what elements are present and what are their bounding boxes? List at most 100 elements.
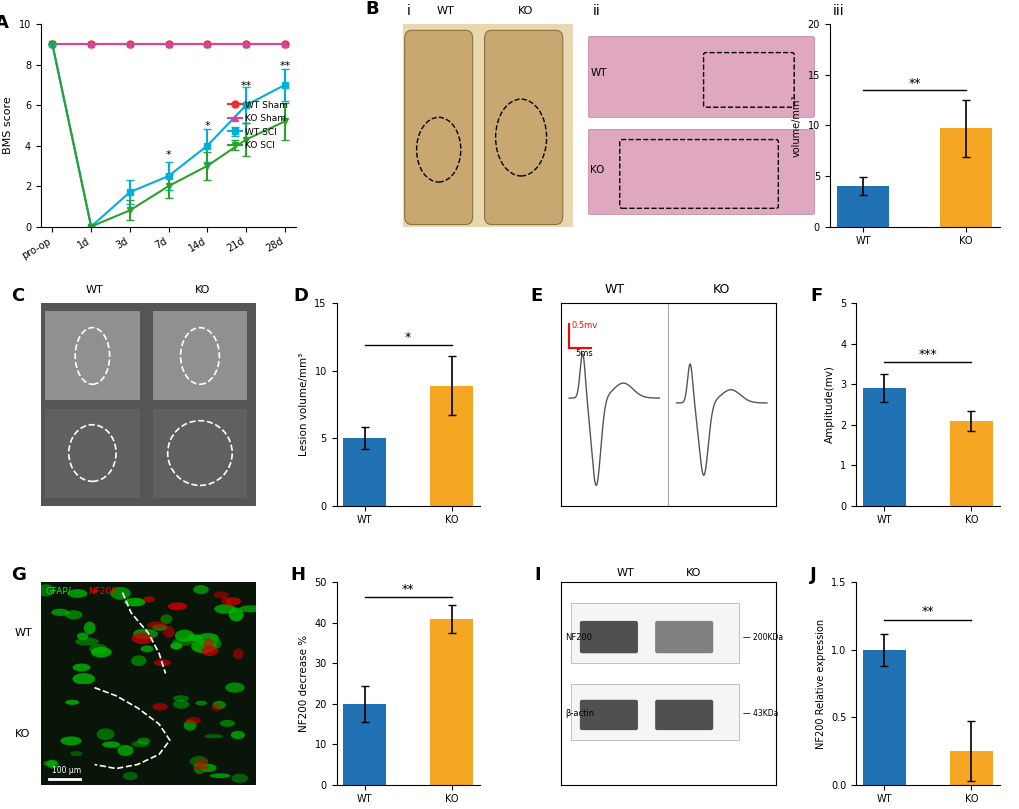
Ellipse shape: [191, 640, 216, 653]
FancyBboxPatch shape: [153, 311, 247, 400]
Ellipse shape: [60, 736, 82, 745]
Ellipse shape: [102, 741, 120, 748]
Ellipse shape: [185, 717, 201, 724]
Text: D: D: [293, 287, 308, 305]
KO Sham: [46, 40, 58, 49]
Ellipse shape: [160, 614, 172, 624]
Ellipse shape: [163, 626, 174, 637]
KO Sham: [162, 40, 174, 49]
Ellipse shape: [194, 765, 209, 770]
Ellipse shape: [195, 701, 207, 705]
Ellipse shape: [212, 701, 225, 709]
Ellipse shape: [211, 704, 222, 711]
Ellipse shape: [183, 720, 197, 731]
Text: *: *: [166, 150, 171, 160]
Bar: [949, 421, 993, 506]
Text: **: **: [240, 81, 252, 91]
Y-axis label: Lesion volume/mm³: Lesion volume/mm³: [299, 353, 309, 456]
Ellipse shape: [91, 647, 111, 658]
WT Sham: [278, 40, 290, 49]
Ellipse shape: [193, 585, 209, 594]
Ellipse shape: [137, 738, 150, 744]
Ellipse shape: [124, 598, 146, 607]
Ellipse shape: [172, 638, 195, 646]
Bar: [429, 619, 473, 785]
Text: — 200KDa: — 200KDa: [743, 633, 783, 642]
Text: KO: KO: [15, 729, 31, 739]
Y-axis label: Amplitude(mv): Amplitude(mv): [824, 366, 834, 443]
Ellipse shape: [132, 629, 158, 639]
KO Sham: [239, 40, 252, 49]
Ellipse shape: [213, 591, 228, 599]
Ellipse shape: [72, 673, 95, 684]
Text: KO: KO: [712, 283, 730, 296]
Text: NF200: NF200: [88, 587, 117, 595]
WT Sham: [46, 40, 58, 49]
Ellipse shape: [173, 700, 190, 709]
Text: — 43KDa: — 43KDa: [743, 709, 777, 718]
Text: *: *: [405, 331, 411, 344]
KO Sham: [85, 40, 97, 49]
Text: WT: WT: [615, 569, 633, 578]
Ellipse shape: [173, 695, 189, 701]
Ellipse shape: [201, 646, 218, 656]
Ellipse shape: [51, 608, 69, 616]
Text: C: C: [10, 287, 23, 305]
Text: **: **: [908, 77, 920, 90]
Ellipse shape: [214, 604, 235, 614]
Bar: [429, 386, 473, 506]
FancyBboxPatch shape: [153, 409, 247, 498]
Text: 100 μm: 100 μm: [52, 765, 81, 774]
FancyBboxPatch shape: [580, 621, 637, 654]
Ellipse shape: [47, 760, 58, 769]
FancyBboxPatch shape: [484, 31, 562, 224]
WT Sham: [201, 40, 213, 49]
Text: β-actin: β-actin: [565, 709, 593, 718]
Text: KO: KO: [590, 165, 604, 175]
Ellipse shape: [210, 773, 230, 778]
FancyBboxPatch shape: [41, 684, 256, 783]
Ellipse shape: [65, 610, 83, 620]
Text: GFAP/: GFAP/: [45, 587, 70, 595]
Ellipse shape: [144, 596, 155, 603]
Ellipse shape: [221, 596, 231, 606]
FancyBboxPatch shape: [654, 700, 712, 730]
FancyBboxPatch shape: [41, 582, 256, 681]
Bar: [949, 751, 993, 785]
Bar: [862, 388, 905, 506]
Ellipse shape: [65, 700, 79, 705]
Ellipse shape: [141, 646, 153, 652]
Ellipse shape: [37, 584, 55, 596]
Bar: [862, 650, 905, 785]
KO Sham: [201, 40, 213, 49]
Y-axis label: volume/mm³: volume/mm³: [792, 94, 801, 157]
FancyBboxPatch shape: [405, 31, 472, 224]
Y-axis label: BMS score: BMS score: [3, 96, 13, 155]
Ellipse shape: [110, 587, 130, 599]
Ellipse shape: [196, 633, 219, 645]
Ellipse shape: [228, 608, 244, 621]
Ellipse shape: [131, 741, 149, 748]
FancyBboxPatch shape: [571, 684, 739, 740]
Ellipse shape: [89, 644, 107, 654]
Bar: [940, 129, 990, 227]
Ellipse shape: [194, 762, 206, 774]
Text: 5ms: 5ms: [575, 349, 593, 358]
FancyBboxPatch shape: [654, 621, 712, 654]
Text: A: A: [0, 15, 8, 32]
Ellipse shape: [199, 633, 218, 641]
KO Sham: [278, 40, 290, 49]
Text: F: F: [809, 287, 821, 305]
Text: WT: WT: [436, 6, 453, 16]
Ellipse shape: [152, 703, 168, 710]
Ellipse shape: [70, 751, 83, 756]
Ellipse shape: [131, 633, 153, 644]
Ellipse shape: [84, 621, 96, 634]
Y-axis label: NF200 decrease %: NF200 decrease %: [299, 635, 309, 732]
Text: I: I: [534, 566, 541, 584]
Ellipse shape: [117, 745, 133, 756]
Text: E: E: [530, 287, 542, 305]
Text: **: **: [401, 582, 414, 595]
Text: ***: ***: [918, 348, 936, 361]
Text: KO: KO: [518, 6, 533, 16]
